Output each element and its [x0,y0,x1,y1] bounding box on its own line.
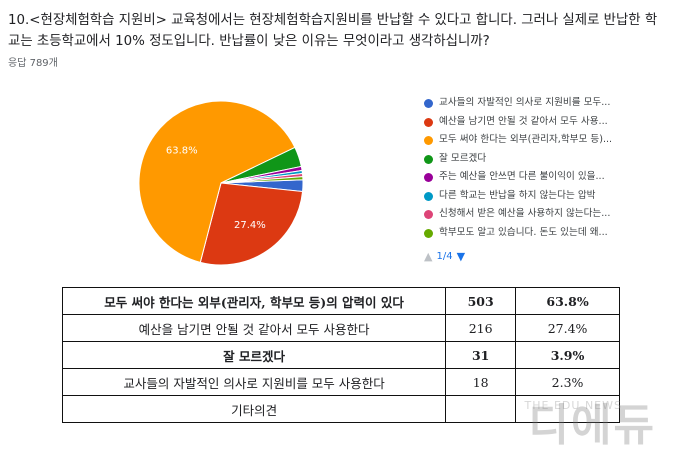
legend-item[interactable]: 신청해서 받은 예산을 사용하지 않는다는... [424,205,670,224]
row-percent [515,395,620,423]
legend-dot-icon [424,117,433,127]
row-label: 교사들의 자발적인 의사로 지원비를 모두 사용한다 [61,368,447,396]
row-label: 기타의견 [61,395,447,423]
legend-dot-icon [424,99,433,108]
legend-item[interactable]: 예산을 남기면 안될 것 같아서 모두 사용... [424,113,670,132]
pie-chart: 27.4% 63.8% [138,100,304,266]
legend-dot-icon [424,228,433,238]
triangle-down-icon[interactable]: ▼ [456,250,466,263]
legend-dot-icon [424,191,433,201]
response-count: 응답 789개 [8,58,58,69]
row-percent: 63.8% [515,287,620,315]
legend-label: 잘 모르겠다 [439,152,487,164]
row-count: 18 [445,368,517,396]
row-count: 31 [445,341,517,369]
legend-item[interactable]: 학부모도 알고 있습니다. 돈도 있는데 왜... [424,224,670,243]
row-percent: 2.3% [515,368,620,396]
table-row: 기타의견 [61,395,620,423]
pie-slice[interactable] [138,100,296,263]
watermark-subtitle: THE EDU NEWS [524,399,622,412]
legend-dot-icon [424,173,433,182]
legend-item[interactable]: 주는 예산을 안쓰면 다른 불이익이 있을... [424,168,670,187]
page-indicator: 1/4 [436,251,453,262]
legend-label: 주는 예산을 안쓰면 다른 불이익이 있을... [439,171,605,182]
table-row: 교사들의 자발적인 의사로 지원비를 모두 사용한다 18 2.3% [61,368,620,396]
pie-slice[interactable] [199,182,304,266]
row-label: 잘 모르겠다 [61,341,447,369]
pie-slice[interactable] [220,176,304,184]
row-percent: 3.9% [515,341,620,369]
row-percent: 27.4% [515,314,620,342]
results-table: 모두 써야 한다는 외부(관리자, 학부모 등)의 압력이 있다 503 63.… [61,287,620,423]
legend-label: 교사들의 자발적인 의사로 지원비를 모두... [439,97,611,108]
legend-item[interactable]: 잘 모르겠다 [424,150,670,169]
legend-dot-icon [424,136,433,145]
legend-label: 학부모도 알고 있습니다. 돈도 있는데 왜... [439,226,608,238]
row-count [445,395,517,423]
legend-label: 예산을 남기면 안될 것 같아서 모두 사용... [439,115,608,127]
watermark-logo: 디에듀 [528,400,656,451]
question-text: 10.<현장체험학습 지원비> 교육청에서는 현장체험학습지원비를 반납할 수 … [8,13,658,49]
legend-dot-icon [424,210,433,219]
slice-data-label: 63.8% [166,146,198,157]
slice-data-label: 27.4% [234,220,266,231]
legend-label: 모두 써야 한다는 외부(관리자,학부모 등)... [439,134,613,145]
legend-pager: ▲ 1/4 ▼ [424,250,465,263]
table-row: 예산을 남기면 안될 것 같아서 모두 사용한다 216 27.4% [61,314,620,342]
row-label: 모두 써야 한다는 외부(관리자, 학부모 등)의 압력이 있다 [61,287,447,315]
triangle-up-icon[interactable]: ▲ [424,250,433,263]
legend-item[interactable]: 교사들의 자발적인 의사로 지원비를 모두... [424,94,670,113]
row-count: 216 [445,314,517,342]
legend-item[interactable]: 다른 학교는 반납을 하지 않는다는 압박 [424,187,670,206]
legend-dot-icon [424,154,433,164]
chart-legend: 교사들의 자발적인 의사로 지원비를 모두... 예산을 남기면 안될 것 같아… [424,94,670,242]
table-row: 모두 써야 한다는 외부(관리자, 학부모 등)의 압력이 있다 503 63.… [61,287,620,315]
legend-label: 신청해서 받은 예산을 사용하지 않는다는... [439,208,611,219]
table-row: 잘 모르겠다 31 3.9% [61,341,620,369]
row-count: 503 [445,287,517,315]
legend-label: 다른 학교는 반납을 하지 않는다는 압박 [439,189,596,201]
legend-item[interactable]: 모두 써야 한다는 외부(관리자,학부모 등)... [424,131,670,150]
row-label: 예산을 남기면 안될 것 같아서 모두 사용한다 [61,314,447,342]
